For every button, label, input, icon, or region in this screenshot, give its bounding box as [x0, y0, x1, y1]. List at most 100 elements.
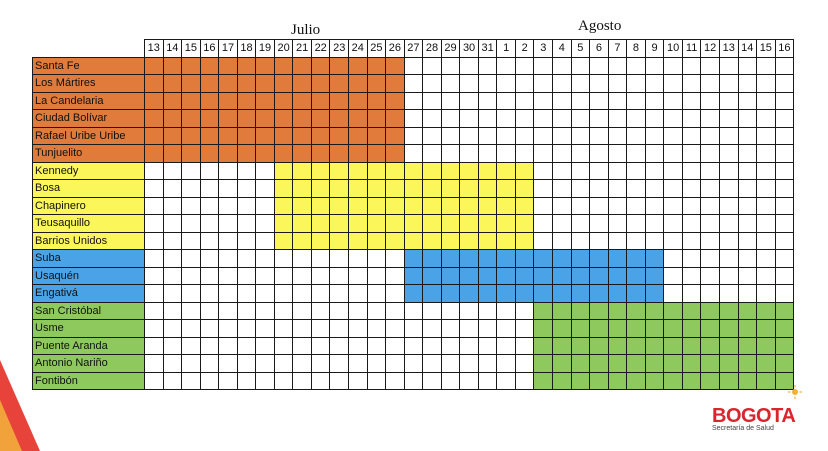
day-cell — [162, 56, 183, 75]
day-cell — [255, 336, 275, 355]
day-cell — [348, 91, 368, 110]
day-cell — [477, 161, 498, 180]
day-cell — [236, 91, 257, 110]
day-cell — [348, 284, 368, 303]
day-cell — [385, 144, 405, 163]
day-cell — [310, 56, 331, 75]
day-cell — [774, 301, 795, 320]
day-cell — [218, 196, 238, 215]
day-cell — [403, 126, 424, 145]
day-cell — [589, 336, 609, 355]
day-cell — [292, 161, 312, 180]
day-cell — [385, 126, 405, 145]
day-cell — [533, 266, 554, 285]
day-cell — [663, 284, 683, 303]
day-cell — [422, 56, 442, 75]
day-cell — [162, 231, 183, 250]
day-cell — [477, 266, 498, 285]
day-cell — [403, 336, 424, 355]
day-cell — [255, 56, 275, 75]
day-cell — [273, 74, 294, 93]
day-cell — [366, 319, 387, 338]
day-cell — [181, 319, 201, 338]
day-cell — [626, 144, 646, 163]
day-cell — [144, 109, 164, 128]
day-cell — [774, 74, 795, 93]
day-cell — [477, 249, 498, 268]
day-cell — [144, 214, 164, 233]
day-cell — [218, 231, 238, 250]
day-cell — [292, 354, 312, 373]
day-cell — [681, 161, 702, 180]
day-header: 8 — [626, 39, 646, 58]
day-cell — [774, 354, 795, 373]
locality-row: Usme — [32, 319, 795, 338]
day-cell — [589, 301, 609, 320]
day-cell — [292, 231, 312, 250]
locality-row: La Candelaria — [32, 91, 795, 110]
day-cell — [607, 91, 628, 110]
day-cell — [162, 91, 183, 110]
day-cell — [756, 126, 776, 145]
day-cell — [589, 231, 609, 250]
day-cell — [440, 266, 461, 285]
schedule-table: 13 14 15 16 17 18 19 20 21 22 23 24 25 26 27 28 29 30 31 1 2… — [32, 39, 795, 390]
day-cell — [607, 354, 628, 373]
day-cell — [422, 354, 442, 373]
day-header: 17 — [218, 39, 238, 58]
locality-row: Fontibón — [32, 371, 795, 390]
day-cell — [218, 109, 238, 128]
day-header-row: 13 14 15 16 17 18 19 20 21 22 23 24 25 26 27 28 29 30 31 1 2… — [32, 39, 795, 58]
day-cell — [681, 231, 702, 250]
day-cell — [181, 354, 201, 373]
day-cell — [700, 354, 720, 373]
day-cell — [644, 214, 665, 233]
day-cell — [144, 301, 164, 320]
day-cell — [348, 179, 368, 198]
day-cell — [459, 214, 479, 233]
locality-row: Engativá — [32, 284, 795, 303]
day-cell — [718, 56, 739, 75]
day-cell — [403, 144, 424, 163]
locality-name: Rafael Uribe Uribe — [32, 126, 145, 145]
day-cell — [700, 161, 720, 180]
day-cell — [199, 161, 220, 180]
corner-decoration — [0, 360, 40, 451]
day-cell — [273, 371, 294, 390]
day-cell — [273, 336, 294, 355]
day-cell — [774, 249, 795, 268]
day-cell — [644, 336, 665, 355]
day-cell — [700, 144, 720, 163]
day-cell — [440, 126, 461, 145]
day-cell — [403, 284, 424, 303]
day-cell — [329, 144, 350, 163]
day-cell — [644, 354, 665, 373]
day-cell — [626, 354, 646, 373]
day-cell — [348, 161, 368, 180]
day-cell — [366, 249, 387, 268]
day-cell — [700, 74, 720, 93]
day-cell — [199, 249, 220, 268]
day-cell — [348, 231, 368, 250]
day-cell — [570, 126, 591, 145]
day-cell — [626, 249, 646, 268]
day-cell — [644, 231, 665, 250]
day-cell — [663, 336, 683, 355]
day-cell — [533, 161, 554, 180]
day-cell — [589, 109, 609, 128]
day-cell — [459, 74, 479, 93]
day-cell — [756, 301, 776, 320]
day-cell — [589, 144, 609, 163]
day-cell — [700, 336, 720, 355]
day-cell — [756, 249, 776, 268]
day-cell — [737, 284, 758, 303]
day-cell — [366, 109, 387, 128]
day-cell — [737, 214, 758, 233]
day-cell — [459, 179, 479, 198]
day-cell — [514, 126, 535, 145]
day-cell — [440, 336, 461, 355]
day-cell — [700, 109, 720, 128]
day-cell — [496, 196, 516, 215]
logo-subtitle: Secretaría de Salud — [712, 425, 774, 432]
day-cell — [218, 319, 238, 338]
